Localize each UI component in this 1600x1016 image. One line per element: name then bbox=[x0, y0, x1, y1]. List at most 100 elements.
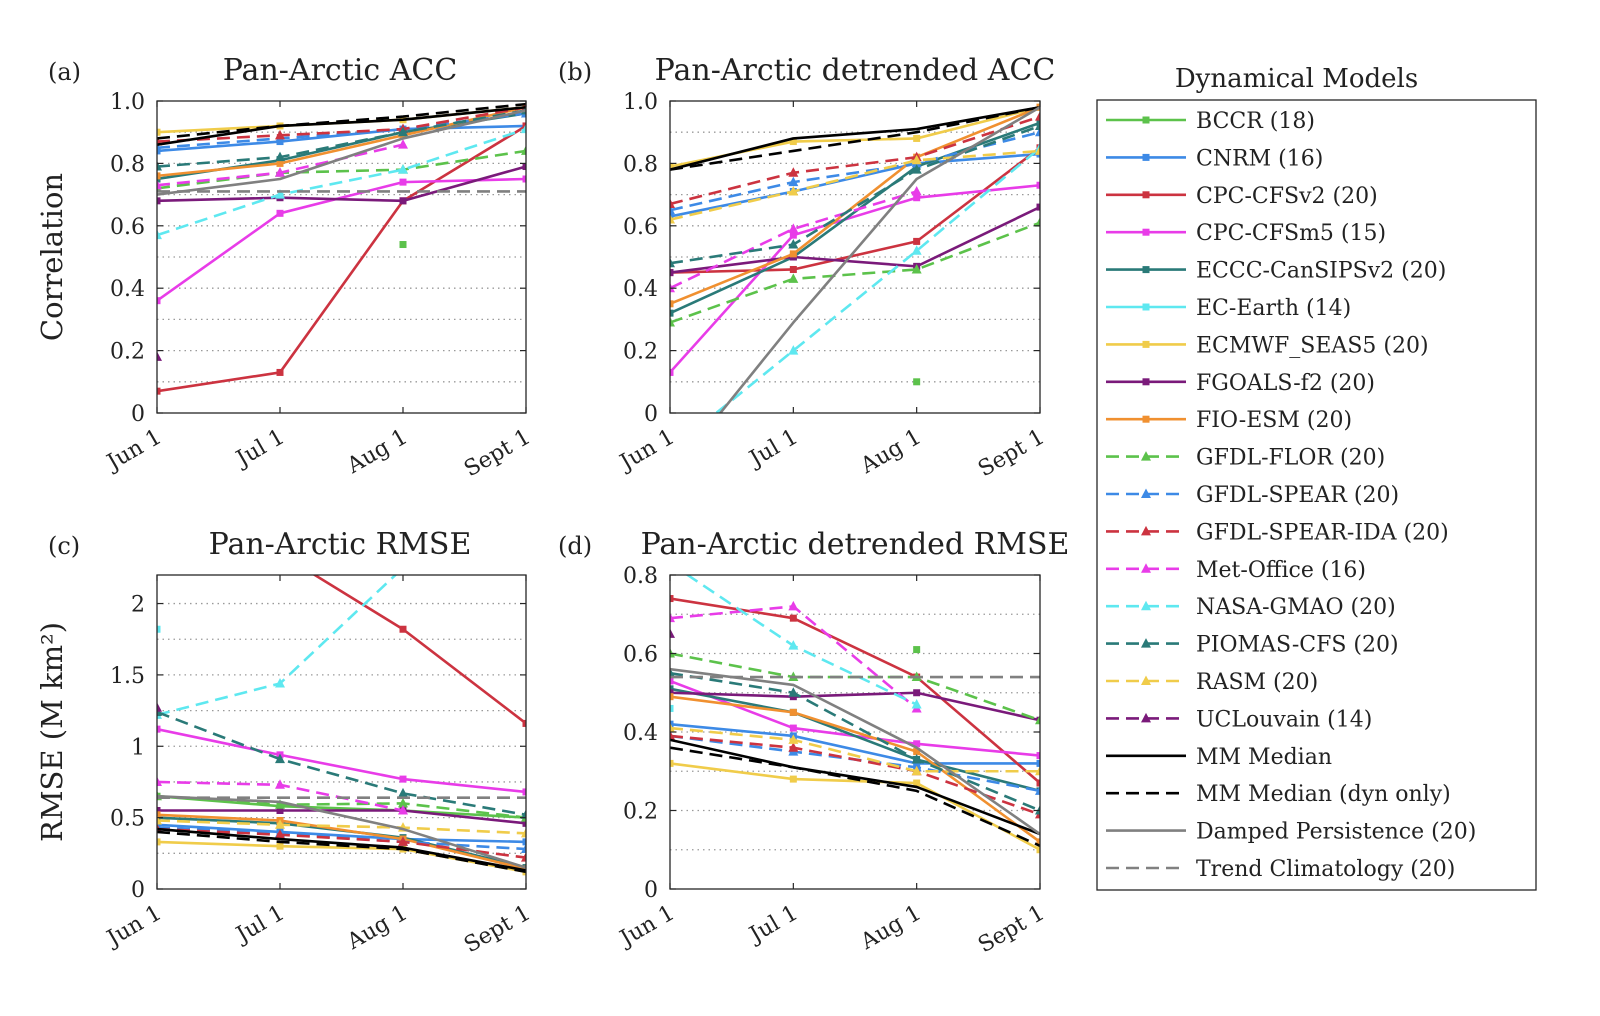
legend-item-mm-median-dyn-only: MM Median (dyn only) bbox=[1106, 782, 1451, 807]
data-point-piomas-cfs-20 bbox=[275, 753, 285, 764]
x-tick-label: Jun 1 bbox=[101, 425, 166, 477]
data-point-rasm-20 bbox=[670, 722, 675, 733]
data-point-gfdl-spear-ida-20 bbox=[521, 852, 526, 862]
data-point-met-office-16 bbox=[788, 223, 799, 233]
y-tick-label: 2 bbox=[131, 593, 145, 618]
data-point-rasm-20 bbox=[1035, 765, 1040, 776]
legend-title: Dynamical Models bbox=[1175, 64, 1418, 94]
data-point-cnrm-16 bbox=[670, 720, 674, 728]
data-point-cpc-cfsm5-15 bbox=[399, 775, 407, 783]
y-tick-label: 1.0 bbox=[110, 90, 145, 115]
data-point-fgoals-f2-20 bbox=[399, 197, 407, 205]
x-tick-label: Aug 1 bbox=[342, 425, 412, 480]
data-point-nasa-gmao-20 bbox=[275, 677, 285, 688]
legend-item-cnrm-16: CNRM (16) bbox=[1106, 146, 1323, 171]
data-point-gfdl-spear-ida-20 bbox=[670, 198, 675, 208]
data-point-eccc-cansipsv2-20 bbox=[670, 685, 674, 693]
data-point-cpc-cfsm5-15 bbox=[789, 724, 797, 732]
legend-item-piomas-cfs-20: PIOMAS-CFS (20) bbox=[1106, 633, 1399, 658]
data-point-cpc-cfsm5-15 bbox=[157, 297, 161, 305]
data-point-uclouvain-14 bbox=[670, 628, 675, 638]
legend-item-gfdl-spear-20: GFDL-SPEAR (20) bbox=[1106, 483, 1399, 508]
legend-marker bbox=[1142, 228, 1150, 236]
data-point-fio-esm-20 bbox=[157, 811, 161, 819]
data-point-uclouvain-14 bbox=[157, 351, 162, 361]
data-point-met-office-16 bbox=[157, 179, 162, 190]
series-line-fgoals-f2-20 bbox=[157, 809, 526, 825]
legend-marker bbox=[1142, 303, 1150, 311]
series-line-damped-persistence-20 bbox=[157, 794, 526, 869]
series-line-rasm-20 bbox=[670, 726, 1040, 773]
series-line-fio-esm-20 bbox=[157, 813, 526, 871]
data-point-cpc-cfsm5-15 bbox=[1036, 181, 1040, 189]
panel-tag: (c) bbox=[48, 532, 80, 560]
legend-marker bbox=[1142, 378, 1150, 386]
data-point-cpc-cfsm5-15 bbox=[522, 175, 526, 183]
data-point-ecmwf-seas5-20 bbox=[789, 775, 797, 783]
legend-marker bbox=[1141, 638, 1151, 648]
data-point-cpc-cfsv2-20 bbox=[670, 595, 674, 603]
legend: Dynamical Models BCCR (18) CNRM (16) CPC-CF… bbox=[1096, 64, 1537, 891]
y-axis-label: Correlation bbox=[35, 173, 69, 341]
axes-frame bbox=[669, 100, 1041, 414]
series-line-damped-persistence-20 bbox=[718, 106, 1040, 413]
legend-marker bbox=[1142, 266, 1150, 274]
data-point-fio-esm-20 bbox=[157, 172, 161, 180]
x-tick-label: Jul 1 bbox=[231, 425, 289, 473]
legend-label: GFDL-FLOR (20) bbox=[1196, 446, 1385, 471]
y-tick-label: 1.0 bbox=[623, 90, 658, 115]
panel-tag: (d) bbox=[558, 532, 592, 560]
x-tick-label: Sept 1 bbox=[460, 901, 535, 959]
legend-label: BCCR (18) bbox=[1196, 109, 1315, 134]
data-point-fio-esm-20 bbox=[670, 693, 674, 701]
data-point-cpc-cfsm5-15 bbox=[670, 368, 674, 376]
legend-label: MM Median (dyn only) bbox=[1196, 782, 1451, 807]
series-line-cnrm-16 bbox=[157, 823, 526, 844]
series-line-gfdl-spear-ida-20 bbox=[670, 734, 1040, 816]
series-line-mm-median bbox=[157, 105, 526, 146]
data-point-gfdl-flor-20 bbox=[788, 273, 799, 283]
series-line-cpc-cfsv2-20 bbox=[670, 146, 1040, 274]
data-point-piomas-cfs-20 bbox=[788, 239, 799, 249]
data-point-ec-earth-14 bbox=[670, 704, 674, 712]
legend-item-rasm-20: RASM (20) bbox=[1106, 670, 1318, 695]
series-line-cpc-cfsm5-15 bbox=[157, 727, 526, 794]
data-point-gfdl-flor-20 bbox=[670, 648, 675, 658]
series-line-cpc-cfsm5-15 bbox=[157, 177, 526, 302]
series-line-damped-persistence-20 bbox=[157, 109, 526, 196]
data-point-fio-esm-20 bbox=[789, 250, 797, 258]
data-point-ecmwf-seas5-20 bbox=[1036, 846, 1040, 854]
series-line-gfdl-flor-20 bbox=[157, 794, 526, 819]
series-line-ecmwf-seas5-20 bbox=[670, 762, 1040, 851]
legend-label: Damped Persistence (20) bbox=[1196, 820, 1476, 845]
series-line-eccc-cansipsv2-20 bbox=[670, 121, 1040, 315]
data-point-gfdl-spear-ida-20 bbox=[275, 829, 285, 839]
data-point-piomas-cfs-20 bbox=[1035, 805, 1040, 815]
y-tick-label: 0 bbox=[131, 878, 145, 903]
data-point-piomas-cfs-20 bbox=[398, 126, 408, 137]
data-point-fgoals-f2-20 bbox=[670, 689, 674, 697]
series-line-cpc-cfsv2-20 bbox=[157, 124, 526, 393]
y-tick-label: 0.4 bbox=[623, 277, 658, 302]
legend-item-met-office-16: Met-Office (16) bbox=[1106, 558, 1366, 583]
legend-marker bbox=[1142, 415, 1150, 423]
series-line-mm-median bbox=[157, 827, 526, 872]
data-point-ecmwf-seas5-20 bbox=[670, 759, 674, 767]
data-point-fio-esm-20 bbox=[789, 708, 797, 716]
data-point-cpc-cfsv2-20 bbox=[913, 237, 921, 245]
data-point-nasa-gmao-20 bbox=[911, 245, 922, 255]
legend-label: ECMWF_SEAS5 (20) bbox=[1196, 333, 1429, 358]
data-point-gfdl-flor-20 bbox=[1035, 714, 1040, 725]
legend-label: ECCC-CanSIPSv2 (20) bbox=[1196, 259, 1446, 284]
data-point-met-office-16 bbox=[157, 776, 162, 786]
y-tick-label: 0.6 bbox=[623, 215, 658, 240]
data-point-uclouvain-14 bbox=[157, 702, 162, 712]
legend-label: GFDL-SPEAR (20) bbox=[1196, 483, 1399, 508]
data-point-cnrm-16 bbox=[670, 212, 674, 220]
series-line-fgoals-f2-20 bbox=[670, 205, 1040, 274]
y-tick-label: 0.6 bbox=[623, 643, 658, 668]
y-tick-label: 0.6 bbox=[110, 215, 145, 240]
legend-marker bbox=[1141, 525, 1151, 536]
series-line-gfdl-spear-ida-20 bbox=[157, 827, 526, 859]
